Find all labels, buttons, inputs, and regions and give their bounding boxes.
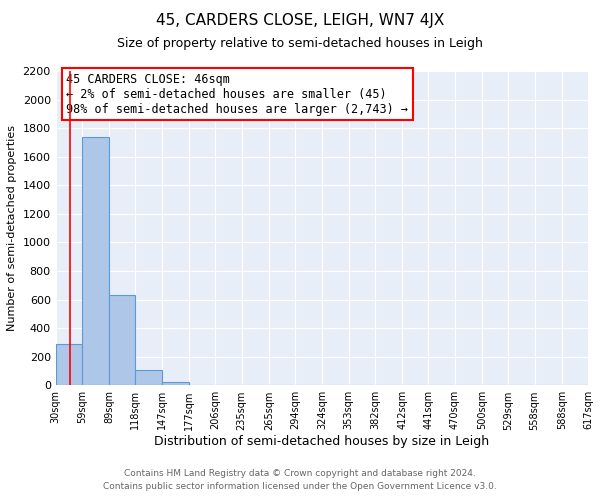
Bar (162, 382, 189, 386)
Bar (136, 370, 162, 386)
Bar (56, 344, 82, 386)
Text: Contains public sector information licensed under the Open Government Licence v3: Contains public sector information licen… (103, 482, 497, 491)
Text: 45 CARDERS CLOSE: 46sqm
← 2% of semi-detached houses are smaller (45)
98% of sem: 45 CARDERS CLOSE: 46sqm ← 2% of semi-det… (66, 72, 408, 116)
Text: Size of property relative to semi-detached houses in Leigh: Size of property relative to semi-detach… (117, 38, 483, 51)
Text: 45, CARDERS CLOSE, LEIGH, WN7 4JX: 45, CARDERS CLOSE, LEIGH, WN7 4JX (156, 12, 444, 28)
Bar (109, 296, 136, 386)
Text: Contains HM Land Registry data © Crown copyright and database right 2024.: Contains HM Land Registry data © Crown c… (124, 468, 476, 477)
Bar (82, 136, 109, 386)
Y-axis label: Number of semi-detached properties: Number of semi-detached properties (7, 125, 17, 331)
X-axis label: Distribution of semi-detached houses by size in Leigh: Distribution of semi-detached houses by … (154, 435, 490, 448)
